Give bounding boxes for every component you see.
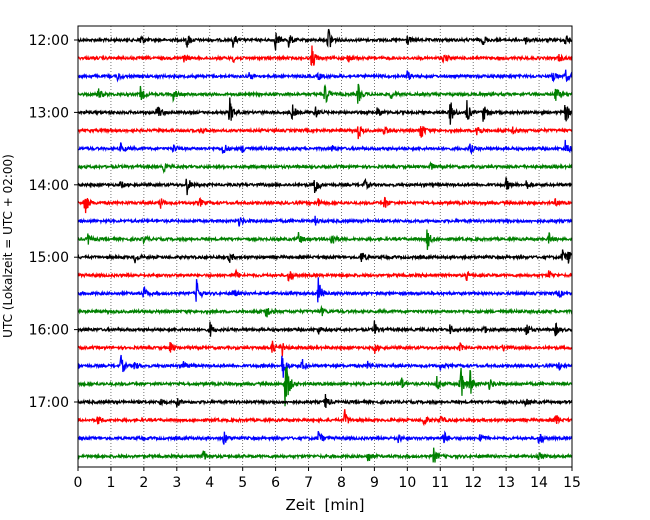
x-axis-title: Zeit [min] bbox=[285, 496, 364, 514]
trace-row-1345 bbox=[77, 160, 573, 175]
x-tick-label: 15 bbox=[563, 475, 581, 491]
x-tick-label: 8 bbox=[337, 475, 346, 491]
y-tick-label: 12:00 bbox=[29, 33, 69, 49]
trace-row-1445 bbox=[77, 229, 573, 250]
y-tick-label: 15:00 bbox=[29, 250, 69, 266]
x-tick-label: 13 bbox=[497, 475, 515, 491]
trace-row-1645 bbox=[77, 366, 573, 407]
trace-row-1245 bbox=[77, 83, 573, 104]
plot-frame bbox=[77, 25, 573, 468]
trace-row-1715 bbox=[77, 409, 573, 427]
x-tick-label: 6 bbox=[271, 475, 280, 491]
x-tick-label: 12 bbox=[464, 475, 482, 491]
y-tick-label: 16:00 bbox=[29, 323, 69, 339]
y-axis-title: UTC (Lokalzeit = UTC + 02:00) bbox=[1, 154, 15, 338]
trace-row-1215 bbox=[77, 45, 573, 67]
x-tick-label: 4 bbox=[205, 475, 214, 491]
trace-row-1530 bbox=[77, 277, 573, 303]
x-tick-label: 10 bbox=[398, 475, 416, 491]
x-tick-label: 5 bbox=[238, 475, 247, 491]
x-tick-label: 7 bbox=[304, 475, 313, 491]
trace-row-1515 bbox=[77, 268, 573, 282]
x-axis-ticks: 0 1 2 3 4 5 6 7 8 9 10 11 12 13 14 15 bbox=[74, 467, 581, 491]
trace-row-1415 bbox=[77, 196, 573, 214]
x-tick-label: 9 bbox=[370, 475, 379, 491]
x-tick-label: 1 bbox=[106, 475, 115, 491]
trace-row-1600 bbox=[77, 320, 573, 337]
x-tick-label: 3 bbox=[172, 475, 181, 491]
x-tick-label: 11 bbox=[431, 475, 449, 491]
trace-row-1430 bbox=[77, 215, 573, 227]
trace-row-1730 bbox=[77, 430, 573, 445]
trace-row-1500 bbox=[77, 249, 573, 264]
x-tick-label: 0 bbox=[74, 475, 83, 491]
y-axis-ticks: 12:00 13:00 14:00 15:00 16:00 17:00 bbox=[29, 33, 78, 411]
trace-row-1230 bbox=[77, 69, 573, 83]
trace-row-1700 bbox=[77, 394, 573, 408]
trace-row-1615 bbox=[77, 340, 573, 357]
trace-row-1400 bbox=[77, 177, 573, 196]
trace-row-1330 bbox=[77, 139, 573, 156]
trace-row-1200 bbox=[77, 28, 573, 51]
trace-row-1315 bbox=[77, 125, 573, 140]
x-tick-label: 14 bbox=[530, 475, 548, 491]
y-tick-label: 17:00 bbox=[29, 395, 69, 411]
y-tick-label: 13:00 bbox=[29, 105, 69, 121]
trace-row-1545 bbox=[77, 304, 573, 318]
x-tick-label: 2 bbox=[139, 475, 148, 491]
trace-row-1745 bbox=[77, 447, 573, 463]
y-tick-label: 14:00 bbox=[29, 178, 69, 194]
trace-row-1630 bbox=[77, 354, 573, 378]
trace-row-1300 bbox=[77, 97, 573, 125]
seismic-traces bbox=[77, 28, 573, 463]
